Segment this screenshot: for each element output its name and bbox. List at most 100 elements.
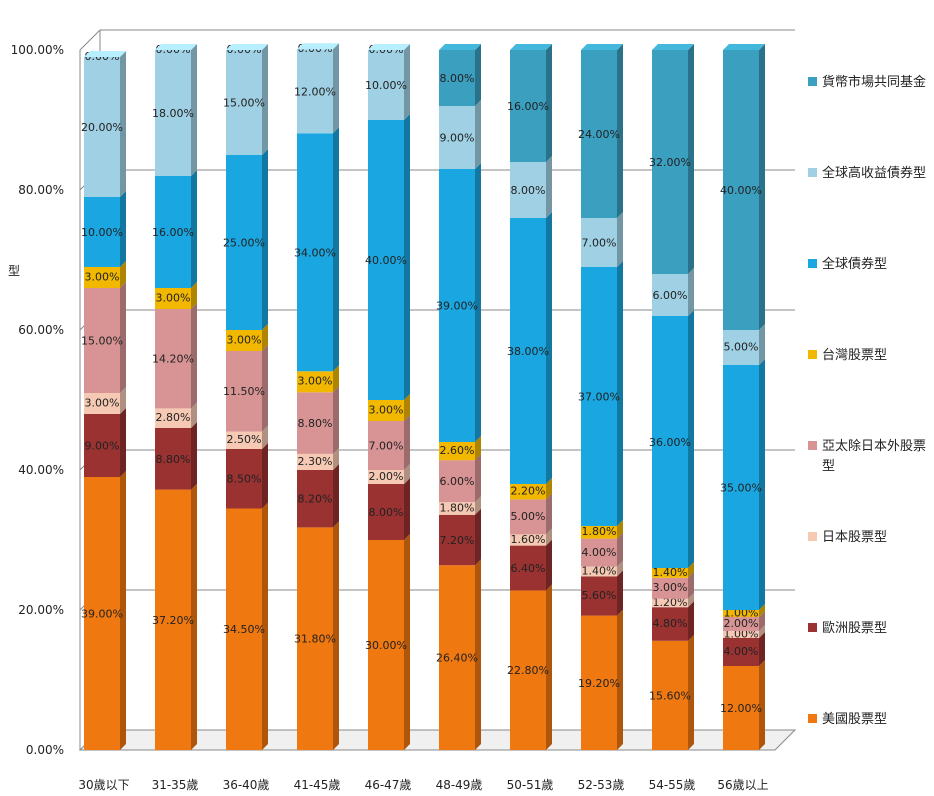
bar-segment-side: [404, 478, 410, 540]
bar-top: [368, 44, 410, 50]
bar-segment: [226, 351, 262, 432]
bar-segment: [439, 460, 475, 503]
bar-segment-side: [262, 425, 268, 449]
bar-segment: [652, 598, 688, 608]
data-label: 34.50%: [223, 623, 265, 636]
bar-segment-side: [404, 464, 410, 484]
bar-segment: [510, 162, 546, 218]
bar-segment-side: [262, 345, 268, 432]
bar-segment-side: [475, 496, 481, 515]
data-label: 7.20%: [440, 534, 475, 547]
legend-swatch: [808, 623, 817, 632]
bar-segment: [723, 631, 759, 638]
bar-segment-side: [688, 310, 694, 568]
bar-segment-side: [120, 261, 126, 288]
data-label: 19.20%: [578, 677, 620, 690]
bar-segment-side: [546, 584, 552, 750]
bar-segment: [368, 421, 404, 470]
bar-segment: [439, 106, 475, 169]
data-label: 8.80%: [298, 417, 333, 430]
bar-segment: [723, 610, 759, 617]
bar-segment-side: [617, 212, 623, 267]
bar-segment: [581, 576, 617, 616]
bar-segment-side: [617, 520, 623, 539]
x-tick-label: 31-35歲: [152, 778, 199, 792]
bar-segment-side: [333, 447, 339, 470]
data-label: 3.00%: [85, 396, 120, 409]
data-label: 35.00%: [720, 481, 762, 494]
y-tick-label: 0.00%: [26, 743, 64, 757]
x-tick-label: 41-45歲: [294, 778, 341, 792]
bar-segment-side: [759, 625, 765, 638]
data-label: 39.00%: [81, 607, 123, 620]
bar-segment-side: [333, 127, 339, 372]
data-label: 16.00%: [152, 226, 194, 239]
data-label: 16.00%: [507, 100, 549, 113]
bar-segment-side: [475, 44, 481, 106]
bar-segment: [297, 527, 333, 750]
bar-segment: [84, 414, 120, 477]
bar-segment: [84, 57, 120, 197]
x-tick-label: 48-49歲: [436, 778, 483, 792]
data-label: 6.00%: [440, 475, 475, 488]
bar-segment: [652, 577, 688, 599]
x-tick-label: 56歲以上: [717, 778, 768, 792]
legend-swatch: [808, 259, 817, 268]
data-label: 25.00%: [223, 236, 265, 249]
bar-segment: [297, 392, 333, 454]
bar-segment: [439, 169, 475, 442]
bar-segment: [297, 133, 333, 372]
data-label: 18.00%: [152, 107, 194, 120]
bar-segment: [368, 540, 404, 750]
x-tick-label: 46-47歲: [365, 778, 412, 792]
bar-segment: [652, 274, 688, 316]
bar-segment-side: [475, 163, 481, 442]
bar-segment-side: [333, 386, 339, 454]
bar-segment-side: [262, 149, 268, 330]
bar-segment: [155, 309, 191, 409]
bar-segment: [155, 50, 191, 176]
y-axis-title: 型: [8, 264, 20, 278]
data-label: 1.60%: [511, 533, 546, 546]
x-tick-label: 50-51歲: [507, 778, 554, 792]
legend-label: 全球高收益債券型: [822, 165, 926, 181]
legend-swatch: [808, 532, 817, 541]
data-label: 11.50%: [223, 385, 265, 398]
data-label: 1.40%: [653, 566, 688, 579]
bar-segment: [723, 666, 759, 750]
data-label: 8.00%: [511, 184, 546, 197]
bar-segment: [581, 50, 617, 218]
bar-segment-side: [617, 609, 623, 750]
bar-segment-side: [759, 44, 765, 330]
data-label: 34.00%: [294, 246, 336, 259]
bar-segment-side: [475, 559, 481, 750]
bar-segment: [652, 316, 688, 568]
bar-segment: [723, 50, 759, 330]
data-label: 30.00%: [365, 639, 407, 652]
bar-segment: [226, 508, 262, 750]
bar-top: [155, 44, 197, 50]
bar-top: [723, 44, 765, 50]
bar-segment: [226, 449, 262, 509]
x-tick-label: 30歲以下: [78, 778, 129, 792]
data-label: 1.80%: [440, 501, 475, 514]
bar-top: [510, 44, 552, 50]
bar-segment-side: [120, 408, 126, 477]
legend-swatch: [808, 77, 817, 86]
bar-segment-side: [617, 570, 623, 616]
bar-segment: [297, 49, 333, 134]
bar-segment: [297, 470, 333, 528]
data-label: 5.00%: [511, 510, 546, 523]
data-label: 7.00%: [582, 236, 617, 249]
bar-segment: [439, 514, 475, 566]
data-label: 15.60%: [649, 689, 691, 702]
data-label: 37.20%: [152, 614, 194, 627]
data-label: 2.60%: [440, 444, 475, 457]
bar-segment: [226, 330, 262, 351]
data-label: 8.00%: [440, 72, 475, 85]
bar-segment-side: [262, 502, 268, 750]
data-label: 6.40%: [511, 562, 546, 575]
bar-segment: [439, 502, 475, 515]
bar-segment-side: [688, 268, 694, 316]
bar-segment-side: [404, 114, 410, 400]
